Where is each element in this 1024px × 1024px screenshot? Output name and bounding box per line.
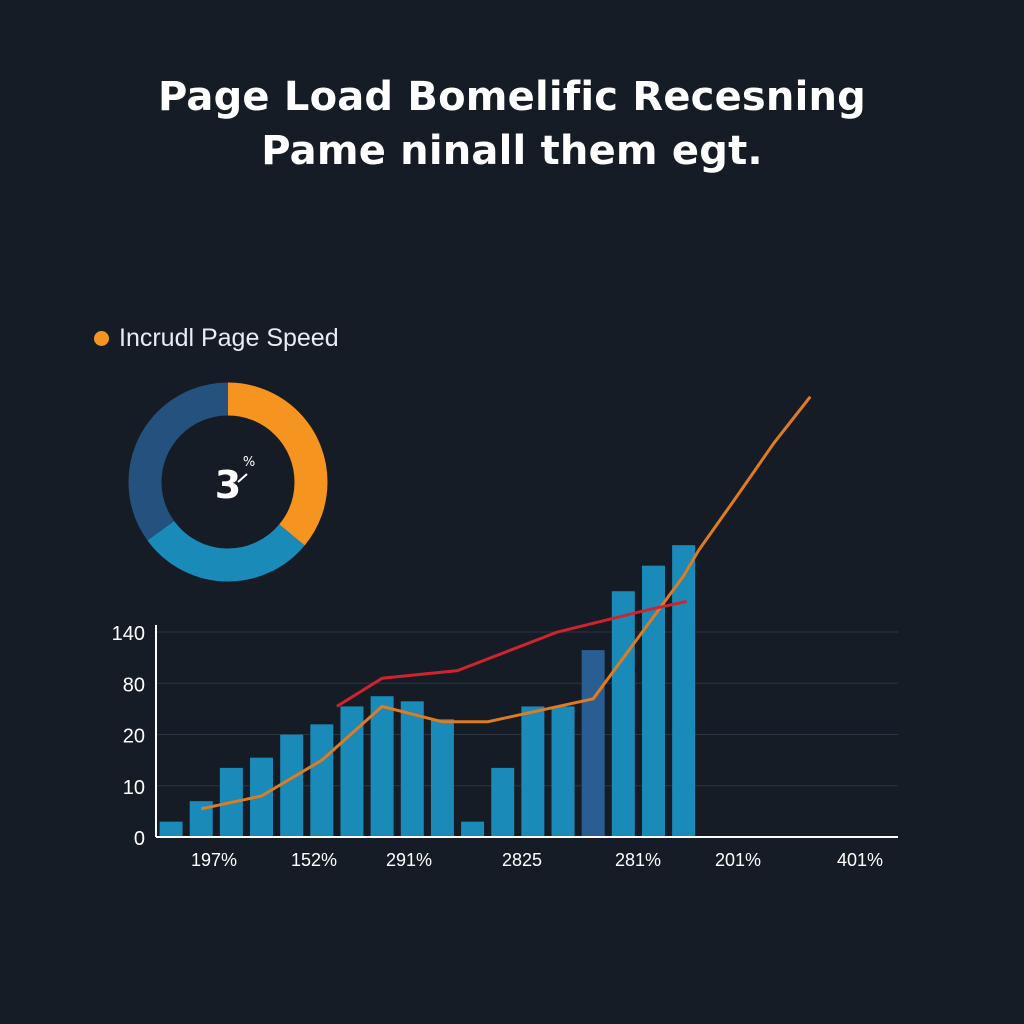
x-tick-label: 2825	[502, 850, 542, 870]
series-line-orange	[200, 395, 812, 811]
bar	[159, 821, 183, 837]
bars	[159, 545, 696, 837]
y-tick-label: 140	[112, 623, 145, 645]
bar	[491, 767, 515, 837]
legend: Incrudl Page Speed	[94, 324, 339, 353]
x-tick-label: 281%	[615, 850, 661, 870]
axes: 0 10 20 80 140 197% 152% 291% 2825 281% 201% 401%	[112, 623, 898, 870]
bar	[400, 701, 424, 837]
lines	[200, 395, 812, 811]
donut-segment-3	[128, 382, 328, 582]
donut-value: 3	[215, 463, 241, 507]
bar	[611, 591, 635, 837]
bar	[280, 734, 304, 837]
legend-marker	[94, 331, 109, 346]
x-tick-label: 152%	[291, 850, 337, 870]
bar	[461, 821, 485, 837]
bar	[430, 719, 454, 837]
y-tick-label: 20	[123, 726, 145, 748]
x-tick-label: 401%	[837, 850, 883, 870]
donut-tick-mark	[237, 473, 248, 483]
x-tick-label: 291%	[386, 850, 432, 870]
bar	[551, 706, 575, 837]
bar	[370, 696, 394, 837]
x-tick-label: 201%	[715, 850, 761, 870]
y-tick-label: 80	[123, 674, 145, 696]
bar	[641, 565, 665, 837]
bar	[310, 724, 334, 837]
bar	[189, 801, 213, 837]
x-tick-label: 197%	[191, 850, 237, 870]
chart-title-line-1: Page Load Bomelific Recesning	[157, 74, 867, 120]
y-tick-label: 0	[134, 828, 145, 850]
bar	[672, 545, 696, 837]
donut-unit: %	[243, 455, 255, 470]
legend-label: Incrudl Page Speed	[119, 324, 339, 352]
donut-segment-2	[128, 382, 328, 582]
bar	[521, 706, 545, 837]
bar	[581, 650, 605, 837]
series-line-red	[336, 600, 687, 708]
y-tick-label: 10	[123, 777, 145, 799]
chart-title-line-2: Pame ninall them egt.	[261, 128, 763, 174]
